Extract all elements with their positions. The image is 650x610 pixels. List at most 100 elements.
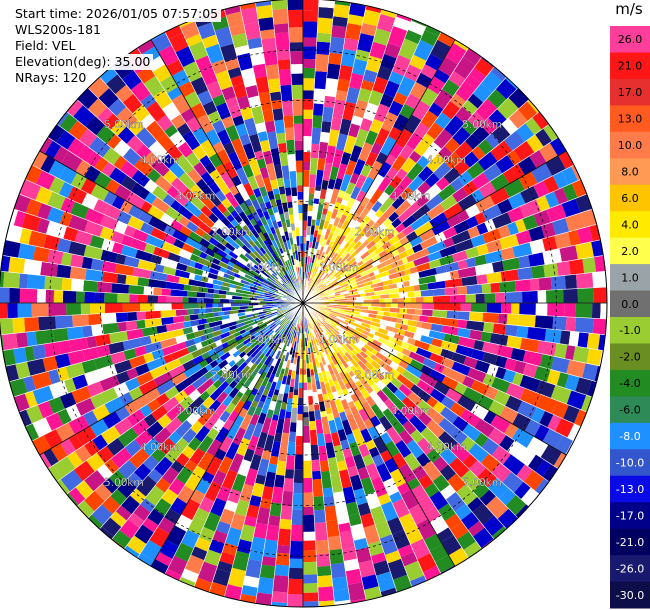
velocity-gate bbox=[415, 327, 431, 337]
velocity-gate bbox=[288, 274, 294, 284]
velocity-gate bbox=[237, 270, 246, 277]
velocity-gate bbox=[151, 559, 169, 574]
velocity-gate bbox=[68, 240, 87, 257]
velocity-gate bbox=[170, 177, 189, 195]
velocity-gate bbox=[297, 397, 303, 406]
velocity-gate bbox=[396, 281, 404, 289]
velocity-gate bbox=[303, 118, 313, 137]
velocity-gate bbox=[129, 488, 146, 505]
velocity-gate bbox=[273, 333, 280, 342]
velocity-gate bbox=[373, 306, 382, 312]
velocity-gate bbox=[363, 102, 379, 122]
velocity-gate bbox=[278, 258, 284, 267]
colorbar-tick-label: 1.0 bbox=[621, 271, 639, 284]
velocity-gate bbox=[359, 207, 370, 219]
range-rings bbox=[0, 0, 608, 608]
velocity-gate bbox=[462, 423, 482, 442]
velocity-gate bbox=[69, 337, 89, 353]
velocity-gate bbox=[296, 362, 300, 370]
velocity-gate bbox=[111, 195, 125, 210]
velocity-gate bbox=[335, 287, 346, 293]
velocity-gate bbox=[397, 303, 405, 309]
velocity-gate bbox=[327, 290, 336, 295]
velocity-gate bbox=[86, 335, 98, 349]
velocity-gate bbox=[480, 117, 498, 135]
velocity-gate bbox=[165, 417, 183, 435]
ray-separator bbox=[224, 9, 304, 304]
velocity-gate bbox=[264, 471, 277, 488]
velocity-gate bbox=[455, 80, 476, 102]
velocity-gate bbox=[265, 311, 272, 316]
velocity-gate bbox=[254, 174, 265, 189]
velocity-gate bbox=[360, 428, 373, 443]
velocity-gate bbox=[392, 452, 408, 469]
velocity-gate bbox=[60, 469, 83, 492]
nrays-label: NRays: 120 bbox=[12, 70, 90, 86]
colorbar-swatch bbox=[610, 211, 650, 239]
velocity-gate bbox=[239, 385, 248, 395]
velocity-gate bbox=[239, 394, 249, 404]
velocity-gate bbox=[397, 544, 414, 558]
velocity-gate bbox=[274, 319, 281, 325]
velocity-gate bbox=[241, 585, 258, 597]
velocity-gate bbox=[341, 199, 349, 207]
velocity-gate bbox=[271, 310, 278, 314]
velocity-gate bbox=[255, 592, 273, 606]
velocity-gate bbox=[363, 316, 373, 322]
velocity-gate bbox=[239, 202, 249, 212]
velocity-gate bbox=[535, 303, 548, 316]
velocity-gate bbox=[292, 238, 297, 245]
velocity-gate bbox=[201, 471, 215, 484]
velocity-gate bbox=[244, 273, 255, 281]
velocity-gate bbox=[309, 279, 314, 287]
velocity-gate bbox=[339, 214, 348, 224]
velocity-gate bbox=[364, 230, 372, 238]
velocity-gate bbox=[43, 429, 63, 449]
velocity-gate bbox=[448, 71, 466, 88]
velocity-gate bbox=[280, 285, 286, 291]
velocity-gate bbox=[303, 477, 313, 493]
velocity-gate bbox=[467, 225, 481, 239]
velocity-gate bbox=[260, 324, 268, 331]
velocity-gate bbox=[303, 374, 308, 383]
velocity-gate bbox=[373, 28, 391, 46]
velocity-gate bbox=[482, 312, 499, 324]
velocity-gate bbox=[295, 227, 300, 237]
velocity-gate bbox=[212, 470, 227, 486]
velocity-gate bbox=[594, 365, 601, 382]
velocity-gate bbox=[66, 492, 79, 507]
velocity-gate bbox=[469, 67, 487, 84]
velocity-gate bbox=[481, 283, 492, 294]
velocity-gate bbox=[470, 403, 490, 421]
velocity-gate bbox=[337, 189, 346, 199]
velocity-gate bbox=[286, 313, 294, 321]
velocity-gate bbox=[565, 212, 586, 232]
velocity-gate bbox=[402, 225, 414, 237]
velocity-gate bbox=[391, 217, 402, 229]
velocity-gate bbox=[368, 251, 378, 259]
velocity-gate bbox=[363, 367, 372, 375]
velocity-gate bbox=[32, 385, 54, 405]
colorbar-tick-label: -17.0 bbox=[616, 509, 644, 522]
velocity-gate bbox=[388, 283, 398, 290]
velocity-gate bbox=[13, 347, 28, 364]
velocity-gate bbox=[151, 405, 169, 422]
velocity-gate bbox=[84, 291, 96, 303]
range-ring-label: 3.00km bbox=[391, 191, 431, 203]
velocity-gate bbox=[317, 251, 323, 261]
velocity-gate bbox=[220, 327, 231, 335]
velocity-gate bbox=[461, 275, 478, 287]
velocity-gate bbox=[248, 193, 257, 202]
velocity-gate bbox=[497, 508, 518, 529]
velocity-gate bbox=[102, 322, 120, 335]
velocity-gate bbox=[506, 335, 522, 350]
velocity-gate bbox=[272, 575, 289, 593]
velocity-gate bbox=[283, 335, 288, 344]
velocity-gate bbox=[24, 316, 40, 333]
velocity-gate bbox=[258, 352, 266, 361]
velocity-gate bbox=[474, 418, 495, 438]
velocity-gate bbox=[502, 369, 516, 384]
velocity-gate bbox=[143, 352, 155, 364]
velocity-gate bbox=[303, 561, 318, 575]
velocity-gate bbox=[250, 536, 266, 554]
